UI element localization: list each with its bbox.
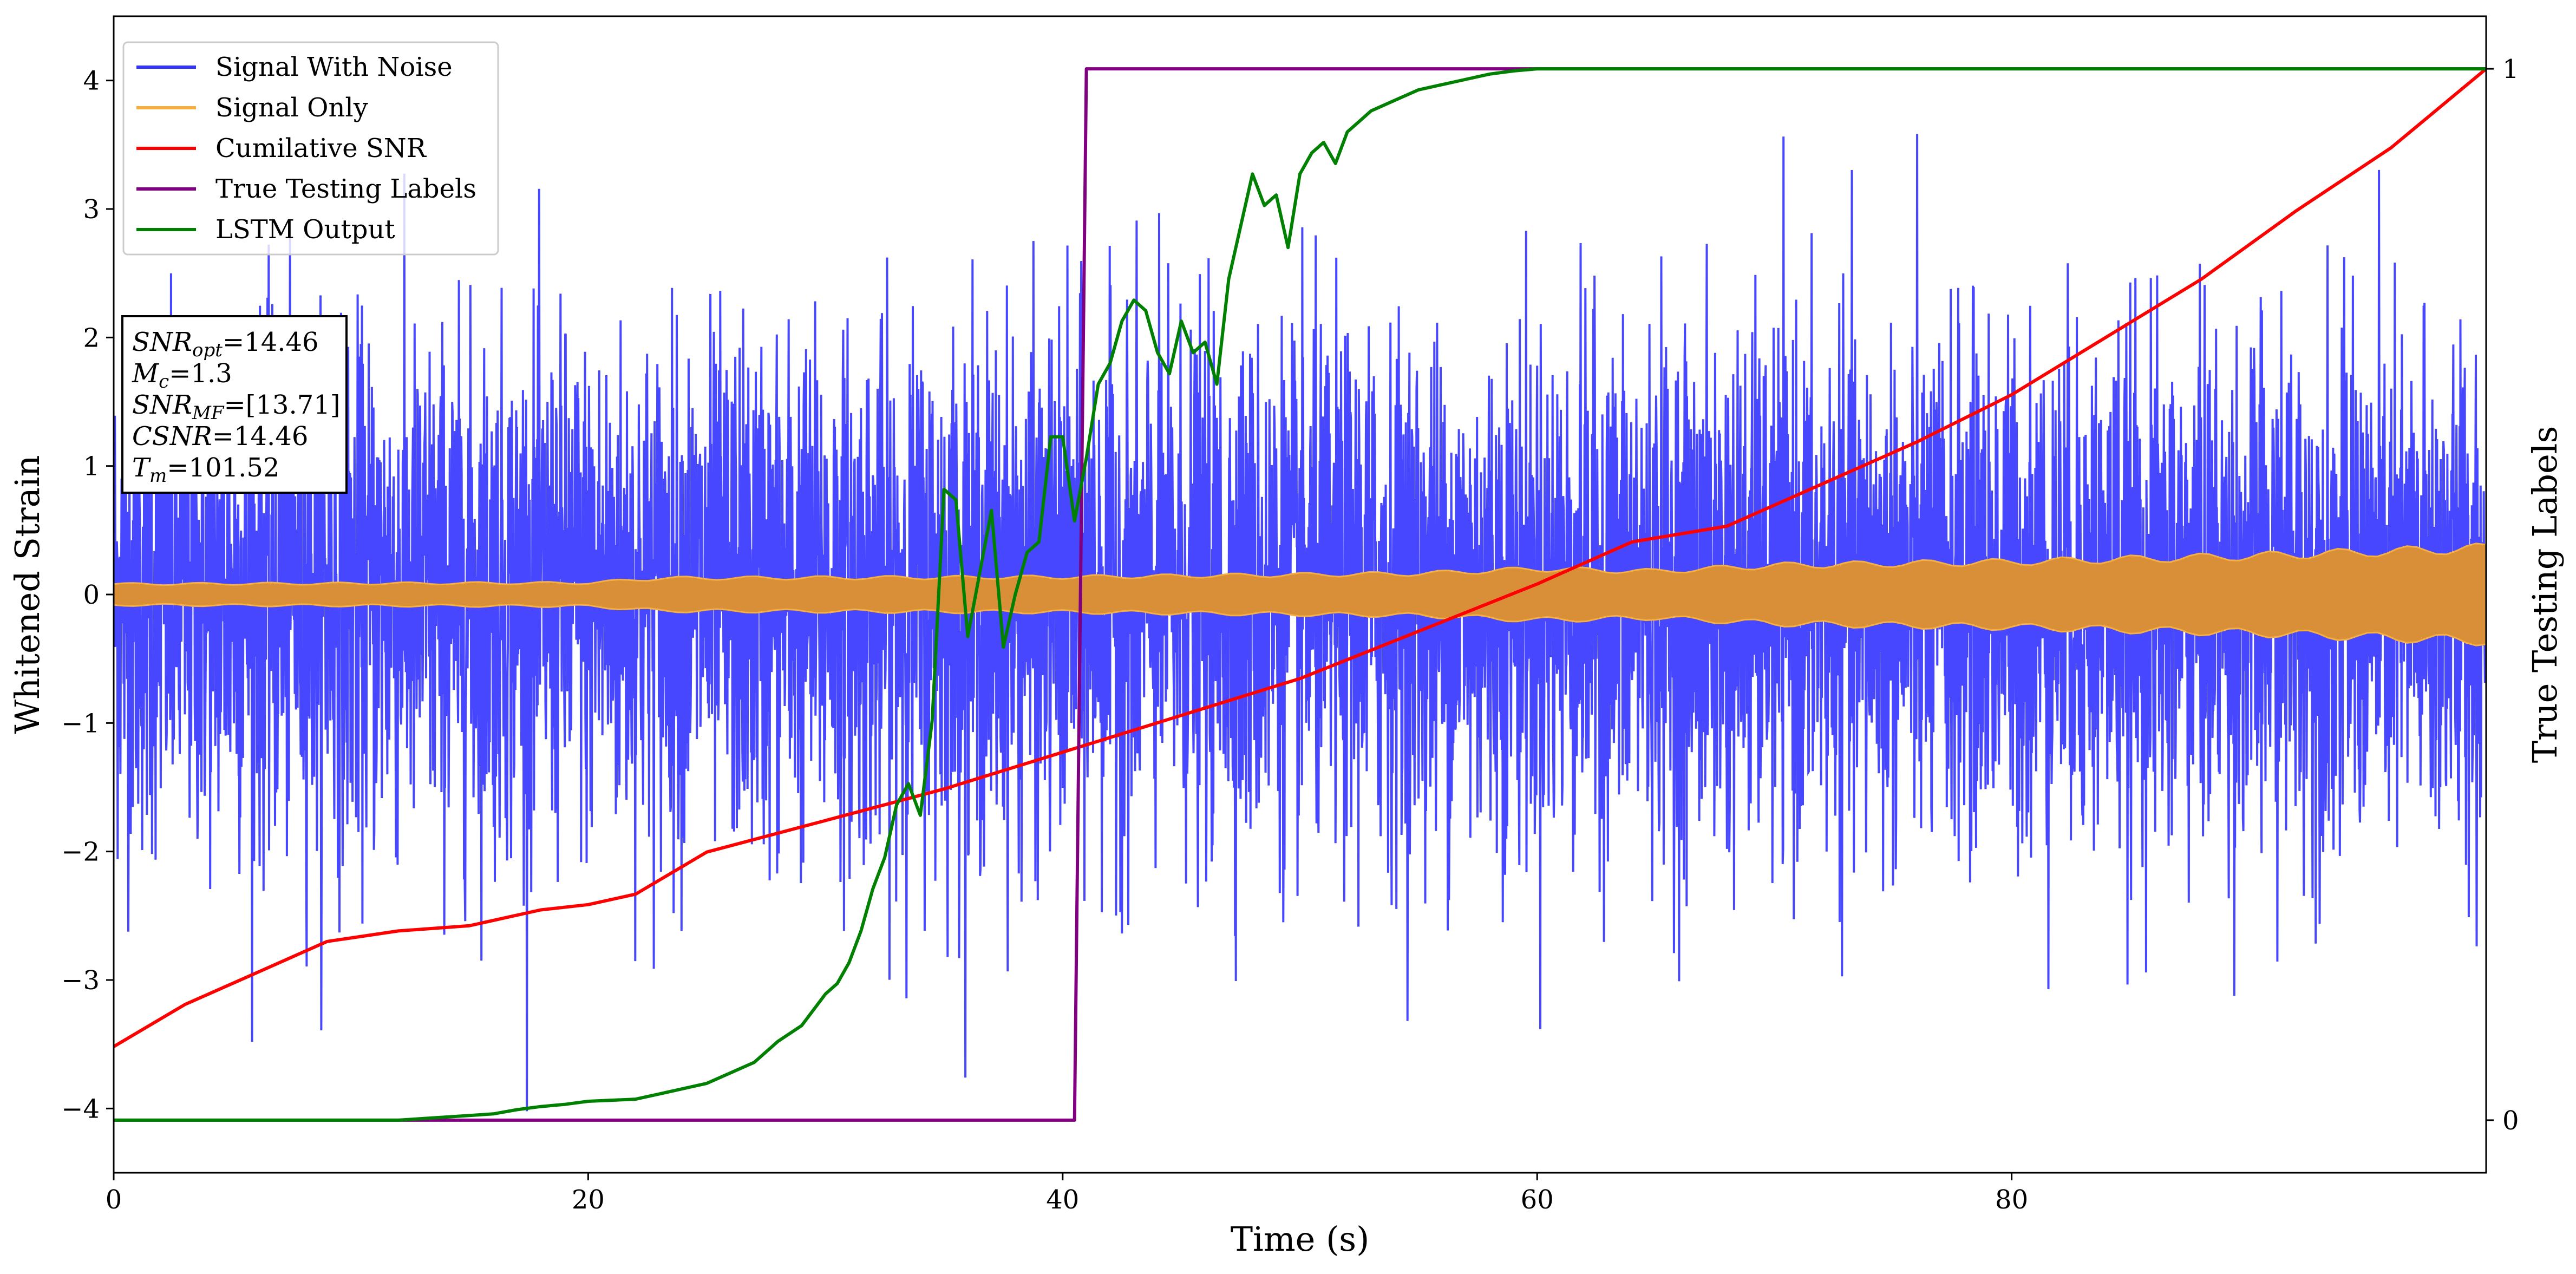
x-tick-label: 20 — [572, 1185, 605, 1215]
series-line-lstm-output — [114, 67, 2486, 1122]
annotation-line: SNRopt=14.46 — [132, 327, 319, 361]
legend-label-cumilative-snr: Cumilative SNR — [215, 133, 427, 164]
x-tick-label: 0 — [106, 1185, 122, 1215]
y-tick-label: 3 — [83, 194, 100, 225]
legend-label-lstm-output: LSTM Output — [215, 214, 395, 245]
plot-area — [114, 67, 2486, 1122]
x-axis-label: Time (s) — [1231, 1219, 1370, 1259]
x-tick-label: 80 — [1995, 1185, 2028, 1215]
y-tick-label: 2 — [83, 323, 100, 353]
y-tick-label: −1 — [61, 708, 100, 739]
series-area-signal-only — [114, 543, 2486, 646]
annotation-line: SNRMF=[13.71] — [132, 390, 341, 424]
annotation-line: CSNR=14.46 — [132, 421, 308, 452]
y-tick-label: 4 — [83, 66, 100, 96]
y-axis-label: Whitened Strain — [8, 455, 47, 734]
x-tick-label: 40 — [1046, 1185, 1079, 1215]
series-line-signal-with-noise — [114, 134, 2486, 1112]
series-line-cumilative-snr — [114, 67, 2486, 1048]
legend: Signal With Noise Signal Only Cumilative S… — [122, 41, 499, 256]
legend-label-signal-with-noise: Signal With Noise — [215, 52, 453, 82]
annotation-line: Tm=101.52 — [132, 453, 279, 487]
y-tick-label: −4 — [61, 1094, 100, 1124]
y2-axis-label: True Testing Labels — [2525, 426, 2565, 763]
legend-label-signal-only: Signal Only — [215, 93, 368, 123]
legend-box — [122, 41, 499, 256]
legend-label-true-testing-labels: True Testing Labels — [215, 174, 476, 204]
annotation-box-frame — [121, 315, 348, 494]
parameter-annotation-box: SNRopt=14.46Mc=1.3SNRMF=[13.71]CSNR=14.4… — [121, 315, 348, 494]
y-tick-label: 0 — [83, 580, 100, 610]
y-tick-label: −2 — [61, 837, 100, 867]
x-tick-label: 60 — [1521, 1185, 1554, 1215]
y2-tick-label: 0 — [2502, 1106, 2519, 1136]
y-tick-label: −3 — [61, 965, 100, 996]
y-tick-label: 1 — [83, 452, 100, 482]
y2-tick-label: 1 — [2502, 54, 2519, 84]
annotation-line: Mc=1.3 — [132, 358, 232, 393]
